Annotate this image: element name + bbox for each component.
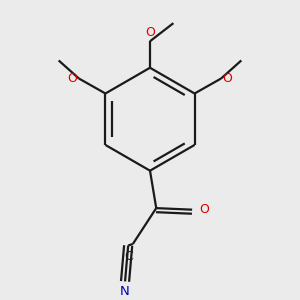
Text: O: O — [223, 72, 232, 85]
Text: C: C — [124, 250, 133, 263]
Text: N: N — [120, 285, 130, 298]
Text: O: O — [199, 202, 209, 216]
Text: O: O — [145, 26, 155, 39]
Text: O: O — [68, 72, 77, 85]
